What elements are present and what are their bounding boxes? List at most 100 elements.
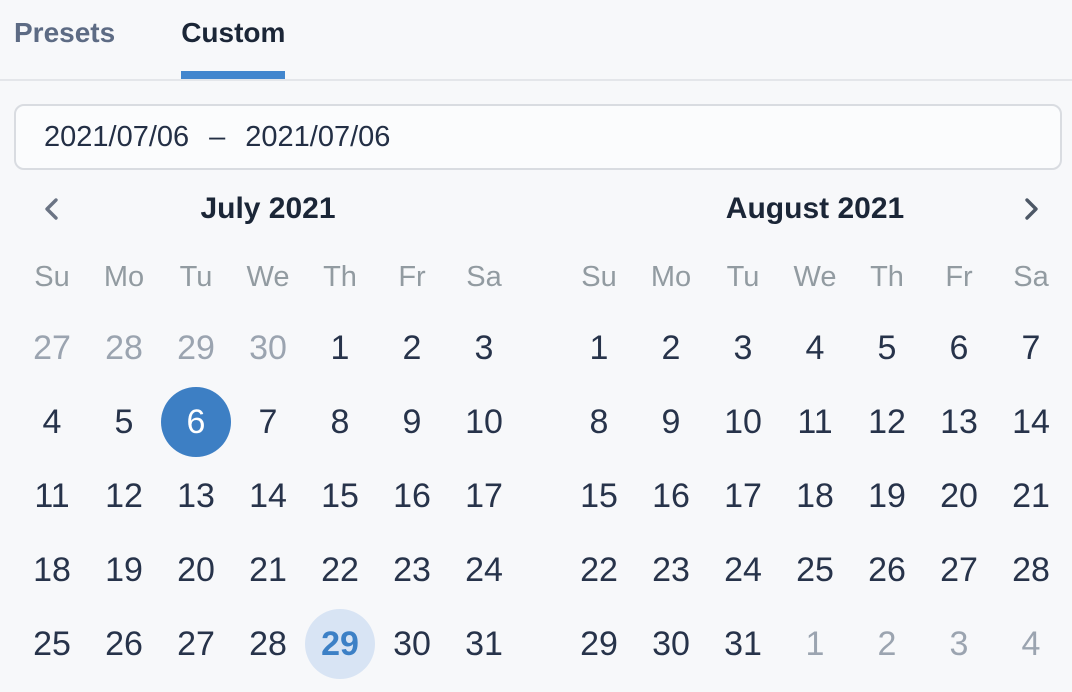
day-cell[interactable]: 12: [851, 385, 923, 459]
day-cell[interactable]: 9: [635, 385, 707, 459]
day-number: 11: [797, 402, 833, 441]
day-cell[interactable]: 2: [376, 311, 448, 385]
day-cell[interactable]: 22: [304, 533, 376, 607]
day-number: 27: [940, 550, 978, 589]
day-cell[interactable]: 29: [563, 607, 635, 681]
day-number: 2: [402, 328, 422, 367]
day-cell[interactable]: 11: [16, 459, 88, 533]
day-number: 8: [589, 402, 609, 441]
day-cell[interactable]: 17: [448, 459, 520, 533]
date-range-input[interactable]: 2021/07/06 – 2021/07/06: [14, 104, 1062, 170]
day-cell[interactable]: 15: [304, 459, 376, 533]
day-cell[interactable]: 11: [779, 385, 851, 459]
day-cell[interactable]: 25: [779, 533, 851, 607]
day-cell[interactable]: 4: [779, 311, 851, 385]
day-cell[interactable]: 1: [779, 607, 851, 681]
day-cell[interactable]: 13: [160, 459, 232, 533]
day-cell[interactable]: 20: [923, 459, 995, 533]
day-cell[interactable]: 28: [88, 311, 160, 385]
day-cell[interactable]: 14: [232, 459, 304, 533]
day-cell[interactable]: 24: [707, 533, 779, 607]
day-number: 29: [177, 328, 215, 367]
day-cell[interactable]: 30: [376, 607, 448, 681]
day-cell[interactable]: 28: [995, 533, 1067, 607]
day-cell[interactable]: 28: [232, 607, 304, 681]
day-cell[interactable]: 29: [160, 311, 232, 385]
day-cell[interactable]: 27: [16, 311, 88, 385]
day-cell[interactable]: 26: [851, 533, 923, 607]
day-cell[interactable]: 3: [707, 311, 779, 385]
day-cell[interactable]: 2: [635, 311, 707, 385]
day-cell[interactable]: 24: [448, 533, 520, 607]
day-cell[interactable]: 22: [563, 533, 635, 607]
weekday-label: Fr: [398, 260, 426, 293]
tab-presets[interactable]: Presets: [14, 0, 115, 79]
day-cell[interactable]: 7: [995, 311, 1067, 385]
day-number: 20: [177, 550, 215, 589]
day-cell[interactable]: 17: [707, 459, 779, 533]
calendar-panel: July 2021 Su Mo Tu We Th Fr Sa 27 28 29 30 1 2 3 4 5 6 7…: [0, 181, 1072, 681]
day-number: 1: [589, 328, 609, 367]
day-cell[interactable]: 14: [995, 385, 1067, 459]
next-month-button[interactable]: [995, 181, 1067, 237]
day-cell[interactable]: 20: [160, 533, 232, 607]
day-cell[interactable]: 16: [376, 459, 448, 533]
weekday-label: Sa: [466, 260, 502, 293]
day-cell[interactable]: 3: [923, 607, 995, 681]
day-cell[interactable]: 5: [851, 311, 923, 385]
day-cell[interactable]: 30: [635, 607, 707, 681]
day-number: 19: [105, 550, 143, 589]
day-cell[interactable]: 12: [88, 459, 160, 533]
day-cell[interactable]: 8: [304, 385, 376, 459]
day-cell[interactable]: 3: [448, 311, 520, 385]
day-cell[interactable]: 27: [923, 533, 995, 607]
day-cell[interactable]: 18: [779, 459, 851, 533]
day-cell[interactable]: 1: [304, 311, 376, 385]
weekday-label: Su: [581, 260, 617, 293]
day-cell[interactable]: 5: [88, 385, 160, 459]
weekday-label: We: [793, 260, 837, 293]
day-cell[interactable]: 21: [232, 533, 304, 607]
day-cell[interactable]: 10: [448, 385, 520, 459]
day-number: 10: [724, 402, 762, 441]
active-tab-underline: [181, 71, 286, 79]
day-cell[interactable]: 4: [995, 607, 1067, 681]
day-number: 5: [877, 328, 897, 367]
day-cell[interactable]: 31: [448, 607, 520, 681]
day-number: 5: [114, 402, 134, 441]
day-cell[interactable]: 16: [635, 459, 707, 533]
tab-custom[interactable]: Custom: [181, 0, 286, 79]
day-cell-today[interactable]: 29: [304, 607, 376, 681]
day-cell[interactable]: 21: [995, 459, 1067, 533]
day-cell[interactable]: 9: [376, 385, 448, 459]
day-number: 22: [580, 550, 618, 589]
day-number: 2: [661, 328, 681, 367]
chevron-left-icon: [40, 195, 64, 223]
day-cell-selected[interactable]: 6: [160, 385, 232, 459]
day-cell[interactable]: 13: [923, 385, 995, 459]
day-number: 4: [42, 402, 62, 441]
day-cell[interactable]: 27: [160, 607, 232, 681]
tab-presets-label: Presets: [14, 17, 116, 48]
day-cell[interactable]: 6: [923, 311, 995, 385]
day-cell[interactable]: 15: [563, 459, 635, 533]
day-cell[interactable]: 1: [563, 311, 635, 385]
day-cell[interactable]: 19: [851, 459, 923, 533]
day-cell[interactable]: 31: [707, 607, 779, 681]
day-cell[interactable]: 25: [16, 607, 88, 681]
day-cell[interactable]: 18: [16, 533, 88, 607]
day-cell[interactable]: 4: [16, 385, 88, 459]
day-cell[interactable]: 10: [707, 385, 779, 459]
day-cell[interactable]: 8: [563, 385, 635, 459]
day-cell[interactable]: 23: [376, 533, 448, 607]
day-cell[interactable]: 26: [88, 607, 160, 681]
day-cell[interactable]: 7: [232, 385, 304, 459]
day-cell[interactable]: 19: [88, 533, 160, 607]
day-number: 20: [940, 476, 978, 515]
day-cell[interactable]: 30: [232, 311, 304, 385]
prev-month-button[interactable]: [16, 181, 88, 237]
day-cell[interactable]: 2: [851, 607, 923, 681]
day-cell[interactable]: 23: [635, 533, 707, 607]
day-number: 17: [465, 476, 503, 515]
range-start-value: 2021/07/06: [44, 120, 190, 153]
